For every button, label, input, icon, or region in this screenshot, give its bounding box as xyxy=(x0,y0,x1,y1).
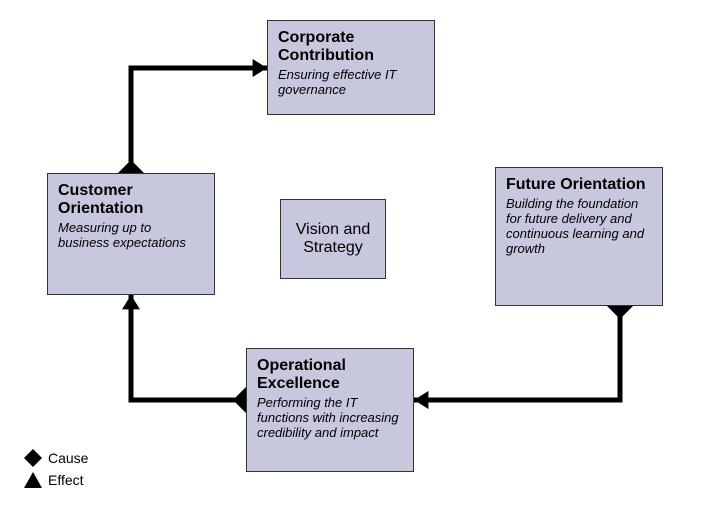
diamond-icon xyxy=(22,448,44,468)
node-corporate-sub: Ensuring effective IT governance xyxy=(278,67,424,97)
triangle-icon xyxy=(22,471,44,489)
node-future: Future Orientation Building the foundati… xyxy=(495,167,663,306)
legend-row-effect: Effect xyxy=(22,471,88,489)
node-operational-sub: Performing the IT functions with increas… xyxy=(257,395,403,440)
node-customer: Customer Orientation Measuring up to bus… xyxy=(47,173,215,295)
node-operational: Operational Excellence Performing the IT… xyxy=(246,348,414,472)
node-customer-sub: Measuring up to business expectations xyxy=(58,220,204,250)
node-future-title: Future Orientation xyxy=(506,176,652,194)
legend: Cause Effect xyxy=(22,448,88,492)
node-center: Vision and Strategy xyxy=(280,199,386,279)
node-customer-title: Customer Orientation xyxy=(58,182,204,218)
node-corporate: Corporate Contribution Ensuring effectiv… xyxy=(267,20,435,115)
legend-row-cause: Cause xyxy=(22,448,88,468)
node-corporate-title: Corporate Contribution xyxy=(278,29,424,65)
node-center-title: Vision and Strategy xyxy=(281,221,385,257)
legend-label-effect: Effect xyxy=(48,472,84,488)
legend-label-cause: Cause xyxy=(48,450,88,466)
node-future-sub: Building the foundation for future deliv… xyxy=(506,196,652,256)
node-operational-title: Operational Excellence xyxy=(257,357,403,393)
